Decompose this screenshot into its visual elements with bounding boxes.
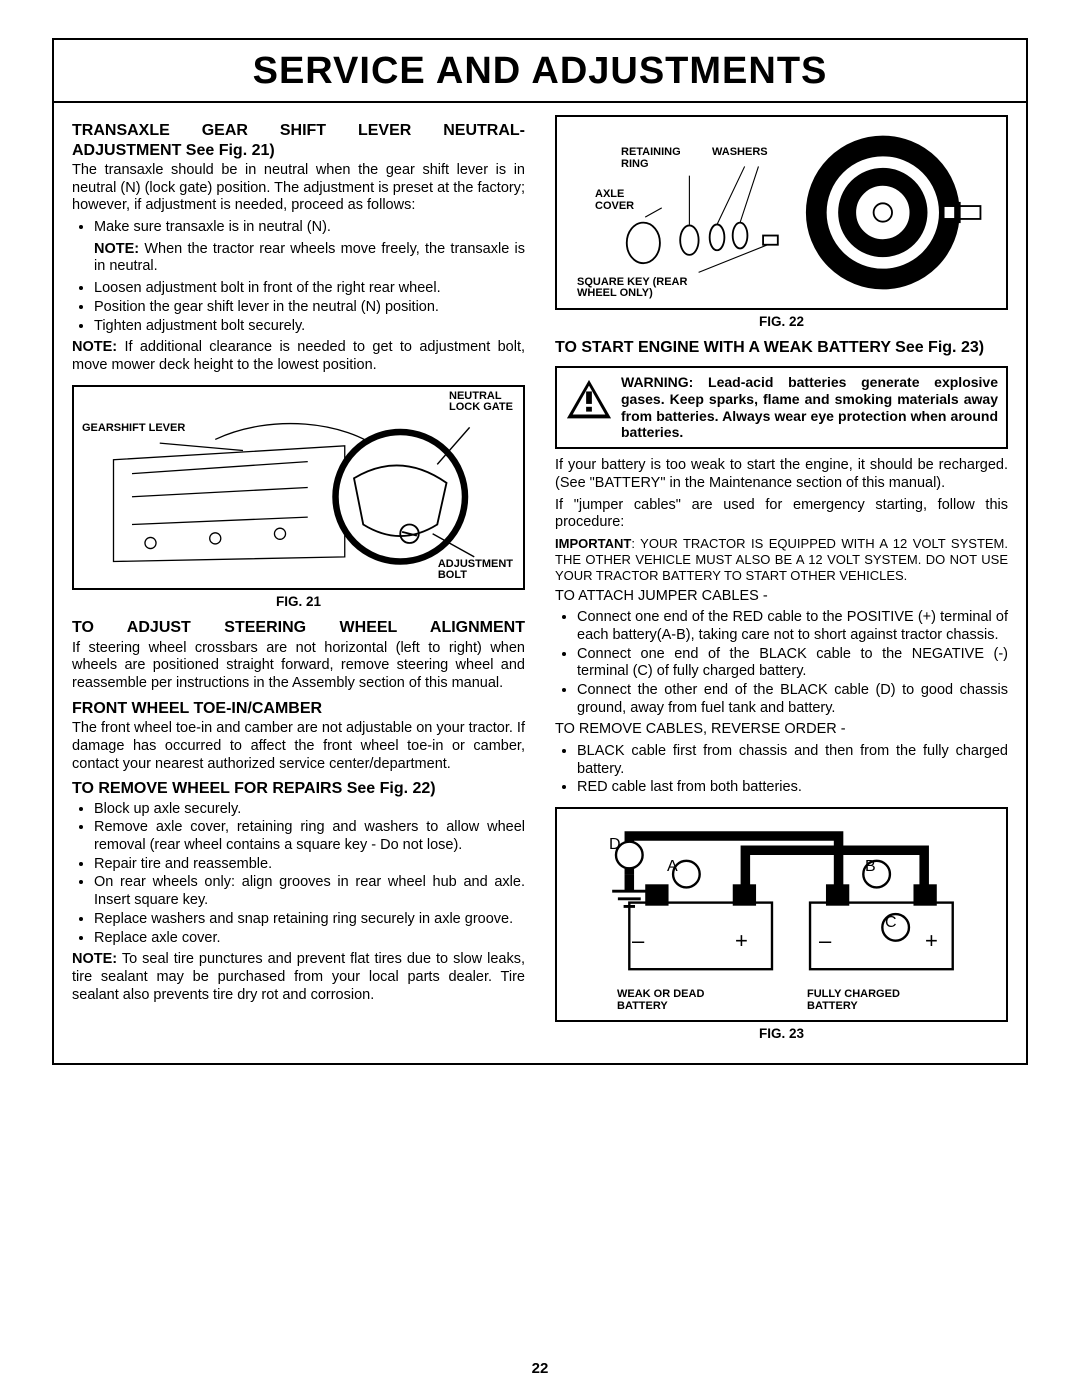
- label-c: C: [885, 915, 897, 932]
- list-item: Connect one end of the BLACK cable to th…: [577, 646, 1008, 681]
- paragraph: If your battery is too weak to start the…: [555, 457, 1008, 492]
- fig21-caption: FIG. 21: [72, 594, 525, 610]
- heading-transaxle: TRANSAXLE GEAR SHIFT LEVER NEUTRAL- ADJU…: [72, 121, 525, 160]
- page-title: SERVICE AND ADJUSTMENTS: [54, 40, 1026, 103]
- subhead-remove: TO REMOVE CABLES, REVERSE ORDER -: [555, 721, 1008, 739]
- list-item: On rear wheels only: align grooves in re…: [94, 874, 525, 909]
- left-column: TRANSAXLE GEAR SHIFT LEVER NEUTRAL- ADJU…: [72, 115, 525, 1051]
- page-border: SERVICE AND ADJUSTMENTS TRANSAXLE GEAR S…: [52, 38, 1028, 1065]
- label-d: D: [609, 837, 621, 854]
- figure-23: D A B C – + – + WEAK OR DEAD BATTERY FUL…: [555, 807, 1008, 1022]
- important-label: IMPORTANT: [555, 536, 631, 551]
- label-minus2: –: [819, 929, 831, 952]
- label-a: A: [667, 859, 678, 876]
- note-text: When the tractor rear wheels move freely…: [94, 241, 525, 275]
- list-item: RED cable last from both batteries.: [577, 779, 1008, 797]
- list-item: Make sure transaxle is in neutral (N).: [94, 219, 525, 237]
- heading-weak-battery: TO START ENGINE WITH A WEAK BATTERY See …: [555, 338, 1008, 358]
- note-label: NOTE:: [72, 339, 117, 355]
- label-square-key: SQUARE KEY (REAR WHEEL ONLY): [577, 277, 687, 300]
- subhead-attach: TO ATTACH JUMPER CABLES -: [555, 588, 1008, 606]
- list-item: Repair tire and reassemble.: [94, 856, 525, 874]
- warning-triangle-icon: [565, 378, 613, 420]
- paragraph: The front wheel toe-in and camber are no…: [72, 720, 525, 773]
- right-column: RETAINING RING WASHERS AXLE COVER SQUARE…: [555, 115, 1008, 1051]
- two-column-layout: TRANSAXLE GEAR SHIFT LEVER NEUTRAL- ADJU…: [54, 103, 1026, 1051]
- label-full-battery: FULLY CHARGED BATTERY: [807, 989, 900, 1012]
- list-item: Remove axle cover, retaining ring and wa…: [94, 819, 525, 854]
- list-item: BLACK cable first from chassis and then …: [577, 743, 1008, 778]
- note-text: If additional clearance is needed to get…: [72, 339, 525, 373]
- warning-box: WARNING: Lead-acid batteries generate ex…: [555, 366, 1008, 449]
- label-axle-cover: AXLE COVER: [595, 189, 634, 212]
- list-item: Loosen adjustment bolt in front of the r…: [94, 280, 525, 298]
- list-item: Connect one end of the RED cable to the …: [577, 609, 1008, 644]
- list-item: Connect the other end of the BLACK cable…: [577, 682, 1008, 717]
- heading-steering: TO ADJUST STEERING WHEEL ALIGNMENT: [72, 618, 525, 638]
- label-plus2: +: [925, 929, 938, 952]
- fig22-caption: FIG. 22: [555, 314, 1008, 330]
- label-retaining-ring: RETAINING RING: [621, 147, 681, 170]
- note: NOTE: When the tractor rear wheels move …: [72, 241, 525, 276]
- page-number: 22: [532, 1360, 549, 1377]
- label-plus1: +: [735, 929, 748, 952]
- label-gearshift: GEARSHIFT LEVER: [82, 423, 185, 435]
- list-item: Position the gear shift lever in the neu…: [94, 299, 525, 317]
- note-text: To seal tire punctures and prevent flat …: [72, 951, 525, 1002]
- note: NOTE: To seal tire punctures and prevent…: [72, 951, 525, 1004]
- warning-label: WARNING: [621, 374, 689, 390]
- list-item: Tighten adjustment bolt securely.: [94, 318, 525, 336]
- list-item: Replace axle cover.: [94, 930, 525, 948]
- figure-22: RETAINING RING WASHERS AXLE COVER SQUARE…: [555, 115, 1008, 310]
- label-washers: WASHERS: [712, 147, 768, 159]
- heading-toe-in: FRONT WHEEL TOE-IN/CAMBER: [72, 699, 525, 719]
- list-item: Replace washers and snap retaining ring …: [94, 911, 525, 929]
- bullet-list: BLACK cable first from chassis and then …: [555, 743, 1008, 797]
- warning-text-block: WARNING: Lead-acid batteries generate ex…: [621, 374, 998, 441]
- label-neutral-gate: NEUTRAL LOCK GATE: [449, 391, 513, 414]
- note: NOTE: If additional clearance is needed …: [72, 339, 525, 374]
- list-item: Block up axle securely.: [94, 801, 525, 819]
- label-b: B: [865, 859, 876, 876]
- fig23-caption: FIG. 23: [555, 1026, 1008, 1042]
- paragraph: If "jumper cables" are used for emergenc…: [555, 497, 1008, 532]
- note-label: NOTE:: [72, 951, 117, 967]
- paragraph: If steering wheel crossbars are not hori…: [72, 640, 525, 693]
- battery-diagram-icon: [565, 817, 998, 1012]
- bullet-list: Block up axle securely. Remove axle cove…: [72, 801, 525, 948]
- bullet-list: Loosen adjustment bolt in front of the r…: [72, 280, 525, 335]
- heading-remove-wheel: TO REMOVE WHEEL FOR REPAIRS See Fig. 22): [72, 779, 525, 799]
- note-label: NOTE:: [94, 241, 139, 257]
- label-adj-bolt: ADJUSTMENT BOLT: [438, 559, 513, 582]
- paragraph: The transaxle should be in neutral when …: [72, 162, 525, 215]
- manual-page: SERVICE AND ADJUSTMENTS TRANSAXLE GEAR S…: [0, 0, 1080, 1397]
- important-note: IMPORTANT: YOUR TRACTOR IS EQUIPPED WITH…: [555, 536, 1008, 584]
- figure-21: GEARSHIFT LEVER NEUTRAL LOCK GATE ADJUST…: [72, 385, 525, 590]
- label-minus1: –: [632, 929, 644, 952]
- bullet-list: Connect one end of the RED cable to the …: [555, 609, 1008, 717]
- bullet-list: Make sure transaxle is in neutral (N).: [72, 219, 525, 237]
- label-weak-battery: WEAK OR DEAD BATTERY: [617, 989, 704, 1012]
